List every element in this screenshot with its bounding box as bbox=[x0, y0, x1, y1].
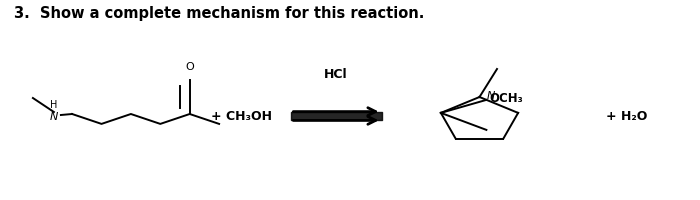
Text: 3.  Show a complete mechanism for this reaction.: 3. Show a complete mechanism for this re… bbox=[14, 6, 424, 21]
Text: HCl: HCl bbox=[324, 68, 348, 80]
Text: N: N bbox=[50, 112, 58, 122]
Text: OCH₃: OCH₃ bbox=[489, 92, 523, 105]
Text: N: N bbox=[486, 91, 495, 101]
Text: O: O bbox=[186, 62, 194, 72]
Text: + CH₃OH: + CH₃OH bbox=[211, 110, 272, 122]
Text: H: H bbox=[50, 100, 57, 110]
Text: + H₂O: + H₂O bbox=[606, 110, 648, 122]
